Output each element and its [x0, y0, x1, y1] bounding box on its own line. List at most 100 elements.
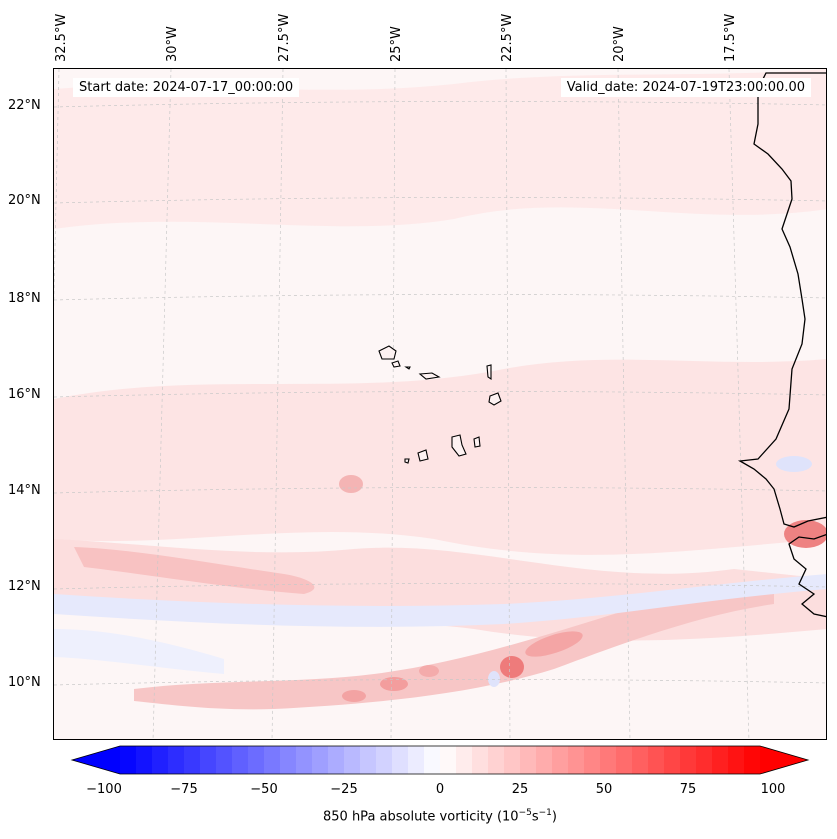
- map-panel[interactable]: [53, 68, 827, 740]
- colorbar-level: [440, 746, 457, 774]
- colorbar-outline: [70, 745, 810, 775]
- island-santiago: [451, 434, 467, 457]
- colorbar-level: [376, 746, 393, 774]
- colorbar-level: [680, 746, 697, 774]
- colorbar-level: [280, 746, 297, 774]
- island-fogo: [417, 449, 429, 462]
- coastline-africa: [737, 72, 826, 528]
- colorbar-tick-0: 0: [435, 782, 445, 797]
- gridline-lon-20w: [617, 69, 631, 739]
- gridline-lon-25w: [390, 69, 396, 739]
- gridline-lat-10n: [54, 679, 826, 686]
- coastline-africa-south: [788, 534, 826, 618]
- colorbar-tick-minus-50: −50: [250, 782, 278, 797]
- gridline-lat-20n: [54, 197, 826, 204]
- colorbar-tick-100: 100: [760, 782, 786, 797]
- colorbar-tick-minus-100: −100: [86, 782, 122, 797]
- lon-label-32-5w: 32.5°W: [54, 13, 69, 62]
- colorbar-level: [168, 746, 185, 774]
- start-date-label: Start date: 2024-07-17_00:00:00: [73, 78, 300, 97]
- gridline-lat-12n: [54, 583, 826, 590]
- colorbar-level: [232, 746, 249, 774]
- gridline-lon-17-5w: [728, 69, 750, 739]
- colorbar-level: [456, 746, 473, 774]
- gridline-lon-27-5w: [271, 69, 284, 739]
- field-medium-positive-cell-6: [339, 475, 363, 493]
- field-strong-positive-cell-1: [500, 656, 524, 678]
- colorbar-level: [392, 746, 409, 774]
- field-light-positive-center: [54, 359, 826, 555]
- lon-label-27-5w: 27.5°W: [277, 13, 292, 62]
- colorbar-level: [488, 746, 505, 774]
- colorbar-level: [648, 746, 665, 774]
- gridline-lat-14n: [54, 487, 826, 494]
- island-boa-vista: [488, 392, 502, 406]
- colorbar-level: [712, 746, 729, 774]
- colorbar-tick-50: 50: [595, 782, 613, 797]
- colorbar-level: [632, 746, 649, 774]
- lat-label-22n: 22°N: [8, 98, 41, 113]
- colorbar-level: [616, 746, 633, 774]
- colorbar: [70, 745, 810, 775]
- field-medium-positive-streak-south: [134, 584, 774, 710]
- colorbar-level: [312, 746, 329, 774]
- colorbar-level: [504, 746, 521, 774]
- vorticity-field: [54, 69, 826, 710]
- lat-label-20n: 20°N: [8, 193, 41, 208]
- colorbar-level: [248, 746, 265, 774]
- colorbar-level: [664, 746, 681, 774]
- colorbar-level: [424, 746, 441, 774]
- colorbar-level: [552, 746, 569, 774]
- colorbar-level: [296, 746, 313, 774]
- lon-label-17-5w: 17.5°W: [723, 13, 738, 62]
- cape-verde-islands: [378, 345, 502, 464]
- field-light-negative-coast: [776, 456, 812, 472]
- lat-label-16n: 16°N: [8, 387, 41, 402]
- lat-label-18n: 18°N: [8, 291, 41, 306]
- field-strong-positive-coast: [784, 520, 826, 548]
- island-sao-nicolau: [418, 372, 441, 380]
- colorbar-level: [728, 746, 745, 774]
- colorbar-label: 850 hPa absolute vorticity (10−5s−1): [323, 808, 557, 825]
- field-light-negative-band: [54, 574, 826, 627]
- colorbar-level: [568, 746, 585, 774]
- colorbar-max-extension: [760, 746, 808, 774]
- field-medium-positive-cell-3: [380, 677, 408, 691]
- field-medium-positive-cell-5: [419, 665, 439, 677]
- colorbar-level: [152, 746, 169, 774]
- colorbar-level: [744, 746, 761, 774]
- colorbar-level: [520, 746, 537, 774]
- colorbar-tick-minus-25: −25: [330, 782, 358, 797]
- colorbar-tick-75: 75: [679, 782, 697, 797]
- field-medium-positive-cell-4: [342, 690, 366, 702]
- island-sao-vicente: [391, 360, 401, 368]
- valid-date-label: Valid_date: 2024-07-19T23:00:00.00: [560, 78, 811, 97]
- colorbar-level: [200, 746, 217, 774]
- island-santo-antao: [378, 345, 397, 360]
- field-light-negative-southwest: [54, 629, 224, 674]
- graticule: [54, 69, 826, 739]
- lon-label-30w: 30°W: [165, 26, 180, 62]
- field-light-positive-north: [54, 69, 826, 229]
- vorticity-map: [54, 69, 826, 739]
- gridline-lat-16n: [54, 391, 826, 398]
- island-maio: [473, 436, 481, 448]
- field-light-negative-cell: [488, 671, 500, 687]
- gridline-lat-18n: [54, 294, 826, 301]
- colorbar-tick-minus-75: −75: [170, 782, 198, 797]
- lat-label-12n: 12°N: [8, 579, 41, 594]
- colorbar-levels: [120, 746, 761, 774]
- colorbar-level: [696, 746, 713, 774]
- colorbar-level: [184, 746, 201, 774]
- colorbar-level: [120, 746, 137, 774]
- colorbar-level: [264, 746, 281, 774]
- field-medium-positive-cell-2: [525, 631, 583, 657]
- colorbar-level: [360, 746, 377, 774]
- lat-label-14n: 14°N: [8, 483, 41, 498]
- colorbar-level: [600, 746, 617, 774]
- colorbar-level: [344, 746, 361, 774]
- lat-label-10n: 10°N: [8, 675, 41, 690]
- island-santa-luzia: [404, 366, 411, 370]
- gridline-lon-22-5w: [505, 69, 511, 739]
- colorbar-min-extension: [72, 746, 120, 774]
